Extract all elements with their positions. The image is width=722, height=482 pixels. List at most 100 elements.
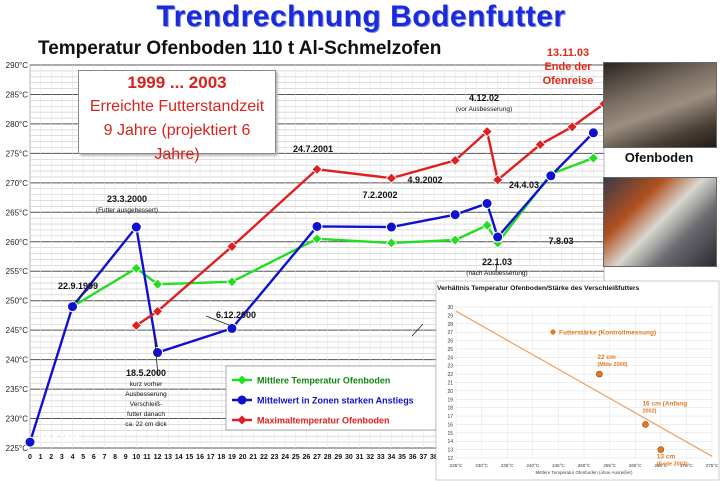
annotation: 7.2.2002 <box>362 190 397 200</box>
series-point-2 <box>385 221 397 233</box>
annotation-text: futter danach <box>127 411 165 418</box>
annotation-text: ca. 22 cm dick <box>125 421 167 428</box>
inset-point-label: 13 cm <box>657 454 676 461</box>
x-tick-label: 19 <box>228 454 236 461</box>
series-point-2 <box>492 231 504 243</box>
x-tick-label: 29 <box>334 454 342 461</box>
inset-x-tick-label: 275°C <box>706 463 719 468</box>
y-tick-label: 245°C <box>6 326 29 335</box>
chart-area: 225°C 230°C 235°C 240°C 245°C 250°C 255°C 260°C… <box>6 61 720 481</box>
annotation: 22.9.1999 <box>58 281 98 291</box>
x-tick-label: 8 <box>113 454 117 461</box>
x-tick-label: 6 <box>92 454 96 461</box>
series-point-1 <box>311 233 323 245</box>
inset-y-tick-label: 20 <box>447 389 453 395</box>
main-y-ticks: 225°C 230°C 235°C 240°C 245°C 250°C 255°C 260°C… <box>6 61 29 453</box>
x-tick-label: 17 <box>207 454 215 461</box>
x-tick-label: 36 <box>409 454 417 461</box>
main-legend: Mittlere Temperatur Ofenboden Mittelwert … <box>225 365 437 431</box>
annotation: 22.1.03 (nach Ausbesserung) <box>466 257 527 277</box>
annotation-text: 4.9.2002 <box>407 175 442 185</box>
inset-x-label: Mittlere Temperatur Ofenboden (ohne Ausr… <box>536 470 633 475</box>
annotation-text: 18.5.2000 <box>126 368 166 378</box>
x-tick-label: 38 <box>430 454 438 461</box>
inset-y-tick-label: 29 <box>447 313 453 319</box>
inset-x-tick-label: 265°C <box>655 463 668 468</box>
x-tick-label: 20 <box>239 454 247 461</box>
inset-y-tick-label: 14 <box>447 439 453 445</box>
x-tick-label: 5 <box>81 454 85 461</box>
y-tick-label: 280°C <box>6 120 29 129</box>
annotation-text: 7.8.03 <box>548 236 573 246</box>
inset-y-tick-label: 27 <box>447 330 453 336</box>
y-tick-label: 240°C <box>6 356 29 365</box>
inset-y-tick-label: 16 <box>447 422 453 428</box>
inset-y-tick-label: 12 <box>447 456 453 462</box>
x-tick-label: 27 <box>313 454 321 461</box>
inset-y-tick-label: 24 <box>447 355 453 361</box>
x-tick-label: 4 <box>71 454 75 461</box>
x-tick-label: 28 <box>324 454 332 461</box>
annotation-text: (nach Ausbesserung) <box>466 270 527 277</box>
annotation-text: 22.1.03 <box>482 257 512 267</box>
inset-y-tick-label: 18 <box>447 406 453 412</box>
series-point-3 <box>311 163 323 175</box>
x-tick-label: 25 <box>292 454 300 461</box>
x-tick-label: 34 <box>388 454 396 461</box>
annotation-text: 4.12.02 <box>469 93 499 103</box>
x-tick-label: 7 <box>102 454 106 461</box>
inset-point-label: 22 cm <box>597 354 616 361</box>
info-years: 1999 ... 2003 <box>127 73 227 92</box>
y-tick-label: 270°C <box>6 179 29 188</box>
annotation: 24.4.03 <box>509 180 539 190</box>
series-point-2 <box>226 322 238 334</box>
inset-legend-marker <box>550 329 556 335</box>
series-point-3 <box>151 305 164 317</box>
inset-y-tick-label: 19 <box>447 397 453 403</box>
y-tick-label: 250°C <box>6 297 29 306</box>
annotation-text: 23.3.2000 <box>107 194 147 204</box>
inset-x-tick-label: 260°C <box>629 463 642 468</box>
inset-x-tick-label: 225°C <box>450 463 463 468</box>
info-lifetime-value: 9 Jahre (projektiert 6 Jahre) <box>103 122 251 163</box>
annotation-leader <box>153 332 159 376</box>
series-point-3 <box>449 154 461 167</box>
inset-point <box>657 446 665 453</box>
annotation: 6.12.2000 <box>216 310 256 320</box>
furnace-floor-photo <box>603 62 717 148</box>
inset-title: Verhältnis Temperatur Ofenboden/Stärke d… <box>437 285 640 292</box>
inset-chart: Verhältnis Temperatur Ofenboden/Stärke d… <box>435 280 720 481</box>
x-tick-label: 37 <box>419 454 427 461</box>
series-point-3 <box>226 240 238 253</box>
annotation-text: Verschleiß- <box>130 401 163 408</box>
x-tick-label: 22 <box>260 454 268 461</box>
annotation: 23.3.2000 (Futter ausgebessert) <box>96 194 158 214</box>
annotation-text: (Futter ausgebessert) <box>96 207 158 214</box>
inset-point-label: (Ende 2002) <box>657 462 688 468</box>
series-point-3 <box>492 174 504 186</box>
x-tick-label: 24 <box>281 454 289 461</box>
series-point-3 <box>534 138 546 151</box>
series-point-1 <box>151 278 164 290</box>
inset-y-tick-label: 17 <box>447 414 453 420</box>
inset-y-tick-label: 13 <box>447 448 453 454</box>
x-tick-label: 3 <box>60 454 64 461</box>
x-tick-label: 13 <box>164 454 172 461</box>
annotation-text: 24.4.03 <box>509 180 539 190</box>
end-text-2: Ofenreise <box>542 75 594 87</box>
inset-point <box>596 370 603 378</box>
annotation-text: 24.7.2001 <box>293 144 333 154</box>
legend-box <box>225 365 437 431</box>
end-of-campaign-label: 13.11.03 Ende der Ofenreise <box>535 46 601 88</box>
series-point-2 <box>449 209 461 221</box>
series-point-1 <box>481 219 493 231</box>
x-tick-label: 23 <box>271 454 279 461</box>
x-tick-label: 2 <box>49 454 53 461</box>
annotation-text: 22.9.1999 <box>58 281 98 291</box>
annotation-text: Ausbesserung <box>125 391 167 398</box>
x-tick-label: 11 <box>143 454 151 461</box>
inset-point <box>642 421 649 428</box>
inset-x-tick-label: 235°C <box>501 463 514 468</box>
inset-y-tick-label: 25 <box>447 347 453 353</box>
annotation-leader <box>73 284 94 304</box>
